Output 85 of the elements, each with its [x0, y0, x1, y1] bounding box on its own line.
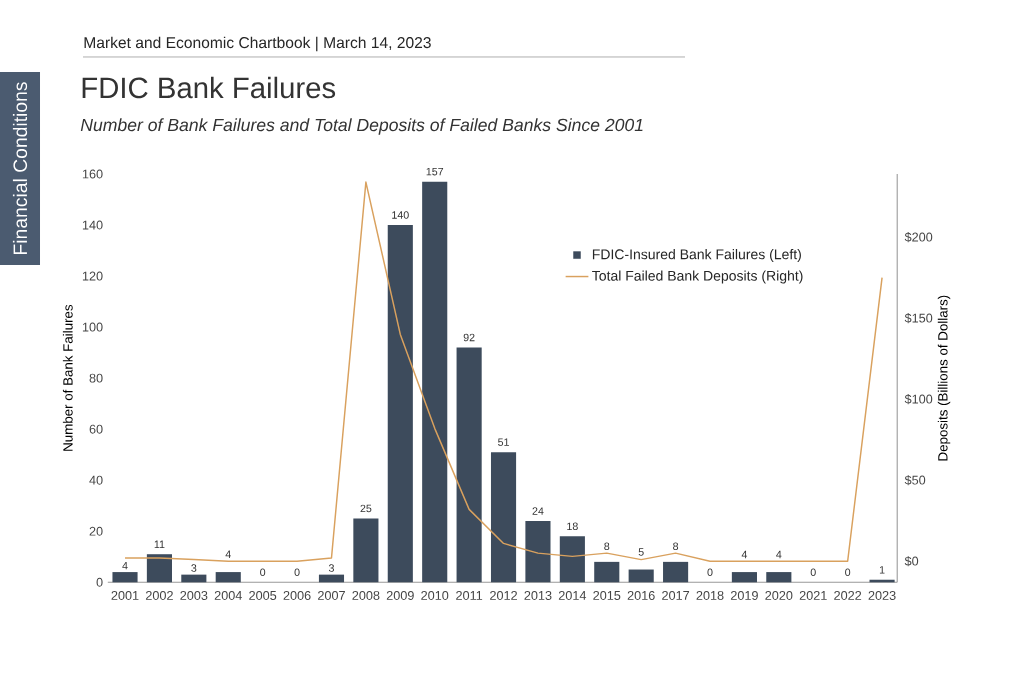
legend-label: FDIC-Insured Bank Failures (Left) — [592, 249, 801, 263]
x-tick-label: 2006 — [283, 590, 311, 600]
x-tick-label: 2016 — [627, 590, 655, 600]
x-tick-label: 2005 — [249, 590, 277, 600]
bar — [731, 572, 757, 583]
y2-tick-label: $200 — [904, 232, 933, 243]
y-axis-title: Number of Bank Failures — [62, 304, 73, 451]
bar — [112, 572, 138, 583]
x-tick-label: 2013 — [524, 590, 552, 600]
bar — [594, 561, 620, 583]
x-tick-label: 2020 — [765, 590, 793, 600]
data-label: 0 — [260, 568, 266, 577]
y2-tick-label: $150 — [904, 313, 933, 324]
data-label: 0 — [707, 568, 713, 577]
y-tick-label: 100 — [82, 322, 103, 332]
data-label: 0 — [845, 568, 851, 577]
y2-tick-label: $0 — [904, 556, 919, 567]
data-label: 18 — [567, 522, 578, 531]
x-tick-label: 2017 — [662, 590, 690, 600]
data-label: 3 — [191, 564, 197, 572]
data-label: 8 — [604, 542, 610, 551]
bar — [628, 569, 654, 583]
x-tick-label: 2004 — [214, 590, 242, 600]
bar — [318, 574, 345, 583]
text: Market and Economic Chartbook | March 14, 2023 — [84, 36, 431, 52]
x-tick-label: 2015 — [593, 590, 621, 600]
x-tick-label: 2021 — [799, 590, 827, 600]
data-label: 0 — [810, 568, 816, 577]
x-tick-label: 2002 — [145, 590, 173, 600]
bar — [766, 572, 792, 583]
x-tick-label: 2018 — [696, 590, 724, 600]
bar — [422, 181, 448, 583]
y2-tick-label: $50 — [904, 475, 926, 486]
data-label: 24 — [532, 507, 544, 515]
x-tick-label: 2014 — [558, 590, 587, 600]
x-tick-label: 2003 — [180, 590, 208, 600]
x-tick-label: 2010 — [421, 590, 449, 600]
data-label: 4 — [122, 561, 128, 570]
bar — [353, 518, 379, 583]
x-tick-label: 2019 — [730, 590, 758, 600]
y-tick-label: 120 — [82, 271, 103, 281]
y-tick-label: 0 — [96, 577, 103, 587]
data-label: 140 — [392, 211, 409, 219]
x-tick-label: 2009 — [386, 590, 414, 600]
data-label: 4 — [741, 550, 748, 559]
x-tick-label: 2007 — [318, 590, 345, 600]
data-label: 1 — [879, 566, 885, 574]
y-tick-label: 20 — [89, 526, 103, 536]
chart-title: FDIC Bank Failures — [82, 76, 336, 99]
data-label: 25 — [360, 504, 372, 513]
data-label: 5 — [638, 548, 644, 556]
x-tick-label: 2008 — [352, 590, 380, 600]
bar — [181, 574, 207, 583]
text: Financial Conditions — [12, 82, 28, 254]
data-label: 51 — [498, 438, 509, 446]
legend-label: Total Failed Bank Deposits (Right) — [592, 270, 803, 284]
y2-axis-title: Deposits (Billions of Dollars) — [937, 295, 951, 461]
data-label: 8 — [673, 542, 679, 551]
bar — [215, 572, 241, 583]
bar — [490, 452, 517, 583]
y2-tick-label: $100 — [904, 394, 933, 405]
data-label: 3 — [328, 564, 334, 572]
y-tick-label: 40 — [89, 475, 103, 485]
data-label: 4 — [225, 550, 231, 558]
data-label: 11 — [154, 540, 165, 548]
y-tick-label: 140 — [82, 220, 103, 230]
data-label: 0 — [294, 568, 300, 577]
bar — [525, 521, 551, 583]
y-tick-label: 80 — [89, 373, 103, 383]
bar — [146, 554, 172, 583]
bar — [387, 225, 413, 583]
x-tick-label: 2011 — [456, 590, 483, 600]
data-label: 4 — [776, 550, 782, 559]
x-tick-label: 2023 — [868, 590, 896, 600]
x-tick-label: 2001 — [111, 590, 139, 600]
y-tick-label: 160 — [82, 169, 103, 179]
chart-subtitle: Number of Bank Failures and Total Deposits of Failed Banks Since 2001 — [80, 118, 643, 135]
bar — [663, 561, 689, 583]
bar — [559, 536, 585, 583]
y-tick-label: 60 — [89, 424, 103, 434]
x-tick-label: 2022 — [834, 590, 862, 600]
bar — [456, 347, 482, 583]
data-label: 92 — [463, 333, 475, 342]
data-label: 157 — [426, 167, 444, 176]
x-tick-label: 2012 — [490, 590, 517, 600]
